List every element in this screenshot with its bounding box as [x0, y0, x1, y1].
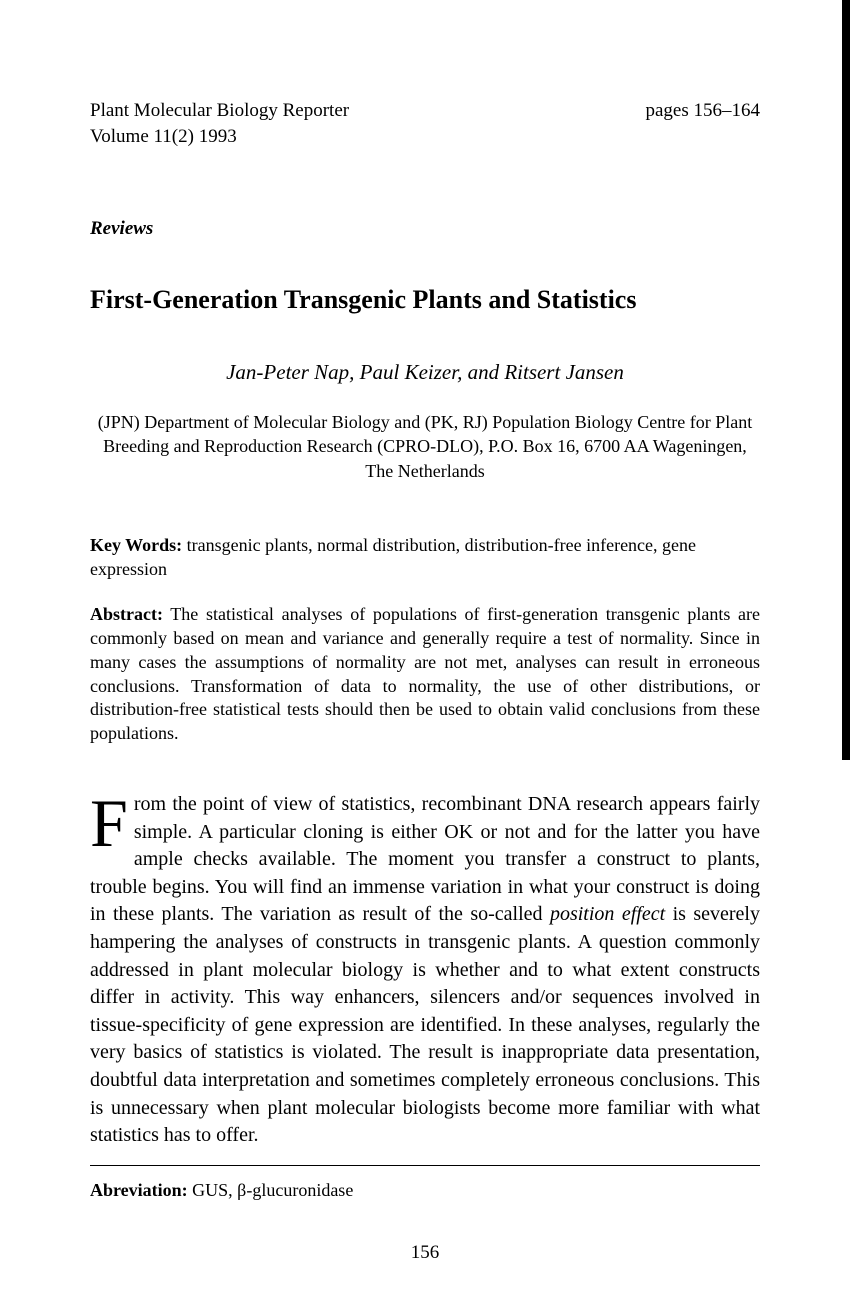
body-italic-term: position effect	[550, 903, 665, 925]
abbreviation-text: GUS, β-glucuronidase	[188, 1180, 354, 1200]
page-number: 156	[411, 1242, 440, 1264]
drop-cap: F	[90, 791, 134, 853]
abstract: Abstract: The statistical analyses of po…	[90, 603, 760, 746]
section-label: Reviews	[90, 218, 760, 240]
article-title: First-Generation Transgenic Plants and S…	[90, 285, 760, 315]
body-paragraph: From the point of view of statistics, re…	[90, 791, 760, 1150]
header-row: Plant Molecular Biology Reporter pages 1…	[90, 100, 760, 122]
keywords-label: Key Words:	[90, 535, 182, 555]
scan-edge-artifact	[842, 0, 850, 760]
divider	[90, 1165, 760, 1166]
abstract-label: Abstract:	[90, 604, 163, 624]
page-range: pages 156–164	[645, 100, 760, 122]
abbreviation: Abreviation: GUS, β-glucuronidase	[90, 1180, 760, 1201]
keywords: Key Words: transgenic plants, normal dis…	[90, 533, 760, 582]
journal-volume: Volume 11(2) 1993	[90, 126, 760, 148]
authors: Jan-Peter Nap, Paul Keizer, and Ritsert …	[90, 360, 760, 385]
journal-name: Plant Molecular Biology Reporter	[90, 100, 349, 122]
affiliation: (JPN) Department of Molecular Biology an…	[90, 410, 760, 483]
body-part2: is severely hampering the analyses of co…	[90, 903, 760, 1146]
abbreviation-label: Abreviation:	[90, 1180, 188, 1200]
abstract-text: The statistical analyses of populations …	[90, 604, 760, 743]
